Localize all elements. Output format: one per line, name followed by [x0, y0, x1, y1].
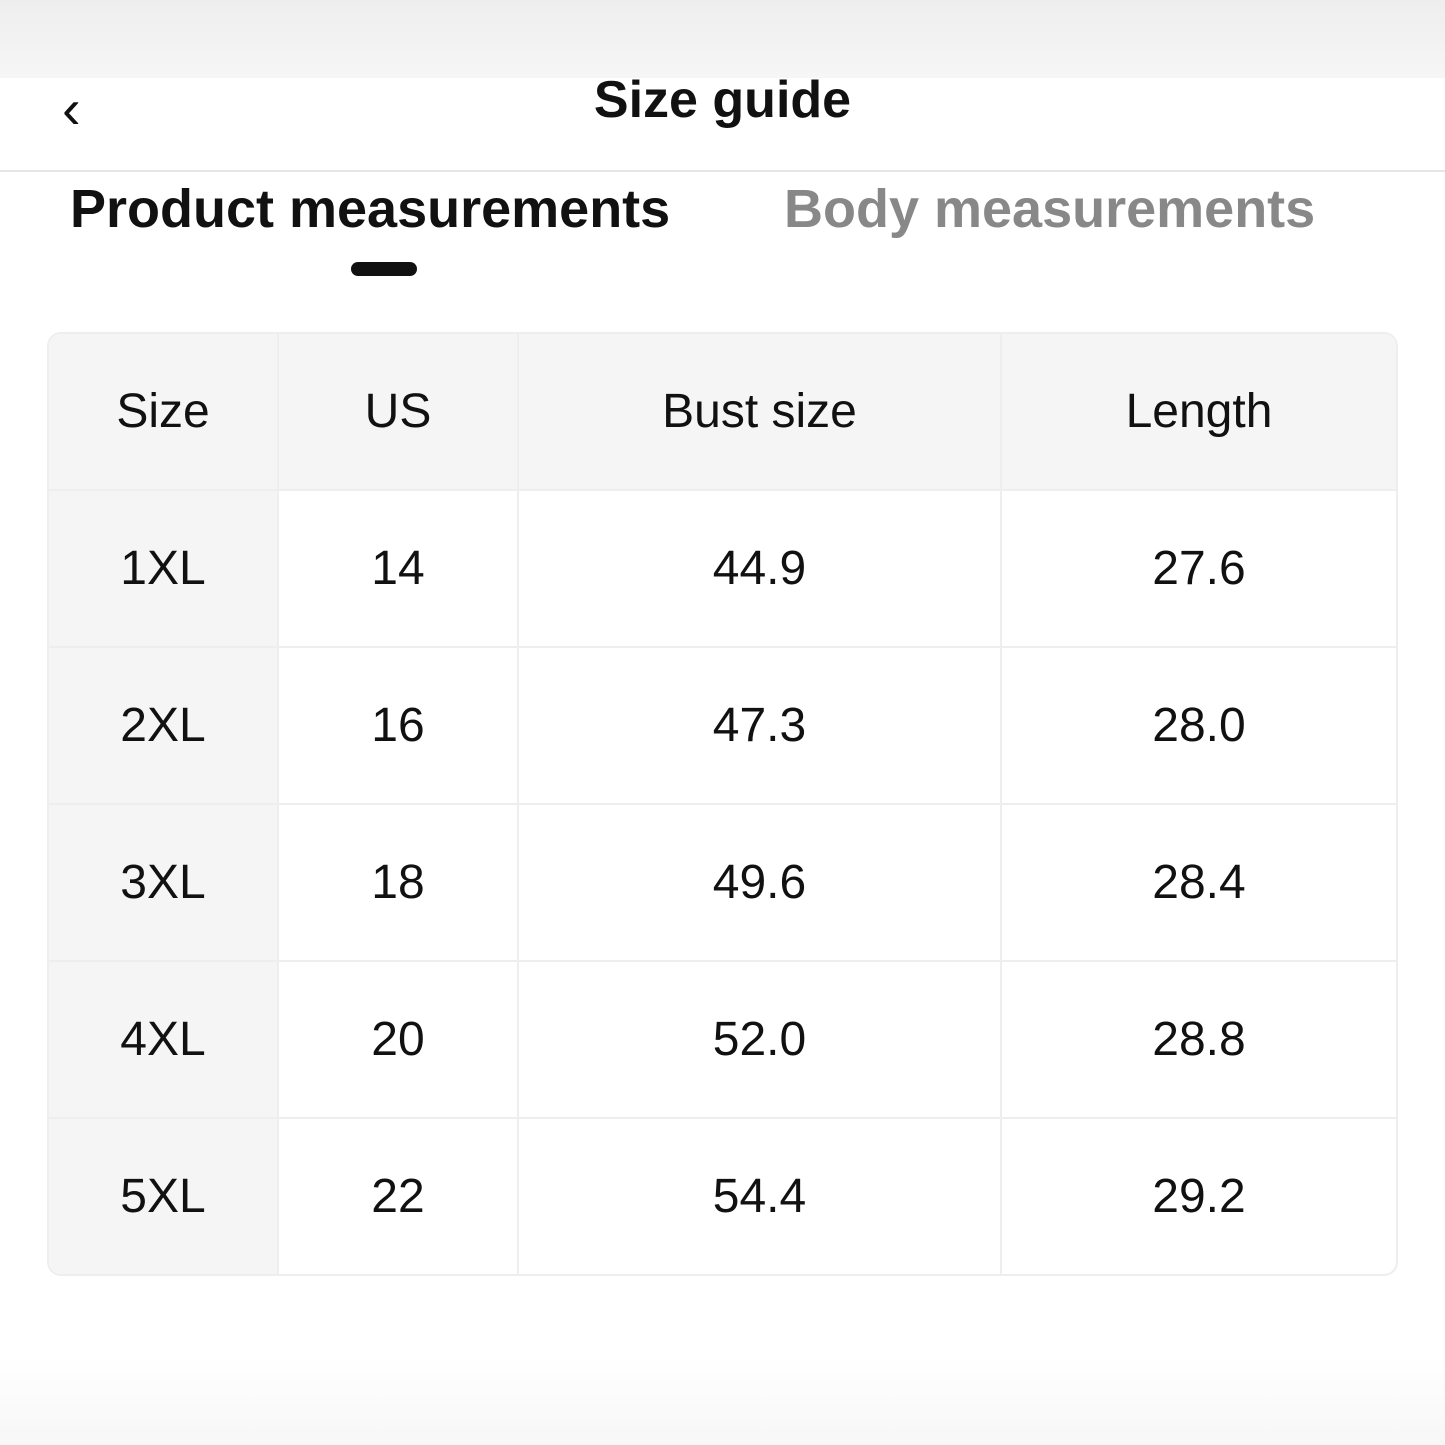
chevron-left-icon[interactable]: ‹ [62, 77, 81, 140]
table-cell: 44.9 [519, 491, 1002, 648]
table-cell: 3XL [49, 805, 279, 962]
table-cell: 1XL [49, 491, 279, 648]
table-cell: 28.0 [1002, 648, 1396, 805]
table-cell: 27.6 [1002, 491, 1396, 648]
table-header-row: Size US Bust size Length [49, 334, 1396, 491]
table-cell: 28.4 [1002, 805, 1396, 962]
table-cell: 49.6 [519, 805, 1002, 962]
table-cell: 47.3 [519, 648, 1002, 805]
table-cell: 52.0 [519, 962, 1002, 1119]
table-cell: 54.4 [519, 1119, 1002, 1274]
active-tab-indicator [351, 262, 417, 276]
table-cell: 20 [279, 962, 519, 1119]
table-cell: 16 [279, 648, 519, 805]
table-row: 4XL 20 52.0 28.8 [49, 962, 1396, 1119]
tab-product-measurements[interactable]: Product measurements [70, 179, 671, 239]
size-table: Size US Bust size Length 1XL 14 44.9 27.6 2X… [47, 332, 1398, 1276]
column-header: US [279, 334, 519, 491]
table-row: 3XL 18 49.6 28.4 [49, 805, 1396, 962]
table-cell: 28.8 [1002, 962, 1396, 1119]
table-cell: 4XL [49, 962, 279, 1119]
column-header: Length [1002, 334, 1396, 491]
table-row: 5XL 22 54.4 29.2 [49, 1119, 1396, 1274]
table-cell: 18 [279, 805, 519, 962]
column-header: Size [49, 334, 279, 491]
page-title: Size guide [593, 71, 852, 129]
table-cell: 5XL [49, 1119, 279, 1274]
header: ‹ Size guide [0, 71, 1445, 172]
table-row: 2XL 16 47.3 28.0 [49, 648, 1396, 805]
table-row: 1XL 14 44.9 27.6 [49, 491, 1396, 648]
bottom-fade [0, 1355, 1445, 1445]
column-header: Bust size [519, 334, 1002, 491]
table-cell: 22 [279, 1119, 519, 1274]
table-cell: 29.2 [1152, 1170, 1246, 1223]
top-fade [0, 0, 1445, 78]
tab-body-measurements[interactable]: Body measurements [784, 179, 1316, 239]
table-cell: 14 [279, 491, 519, 648]
table-cell: 2XL [49, 648, 279, 805]
